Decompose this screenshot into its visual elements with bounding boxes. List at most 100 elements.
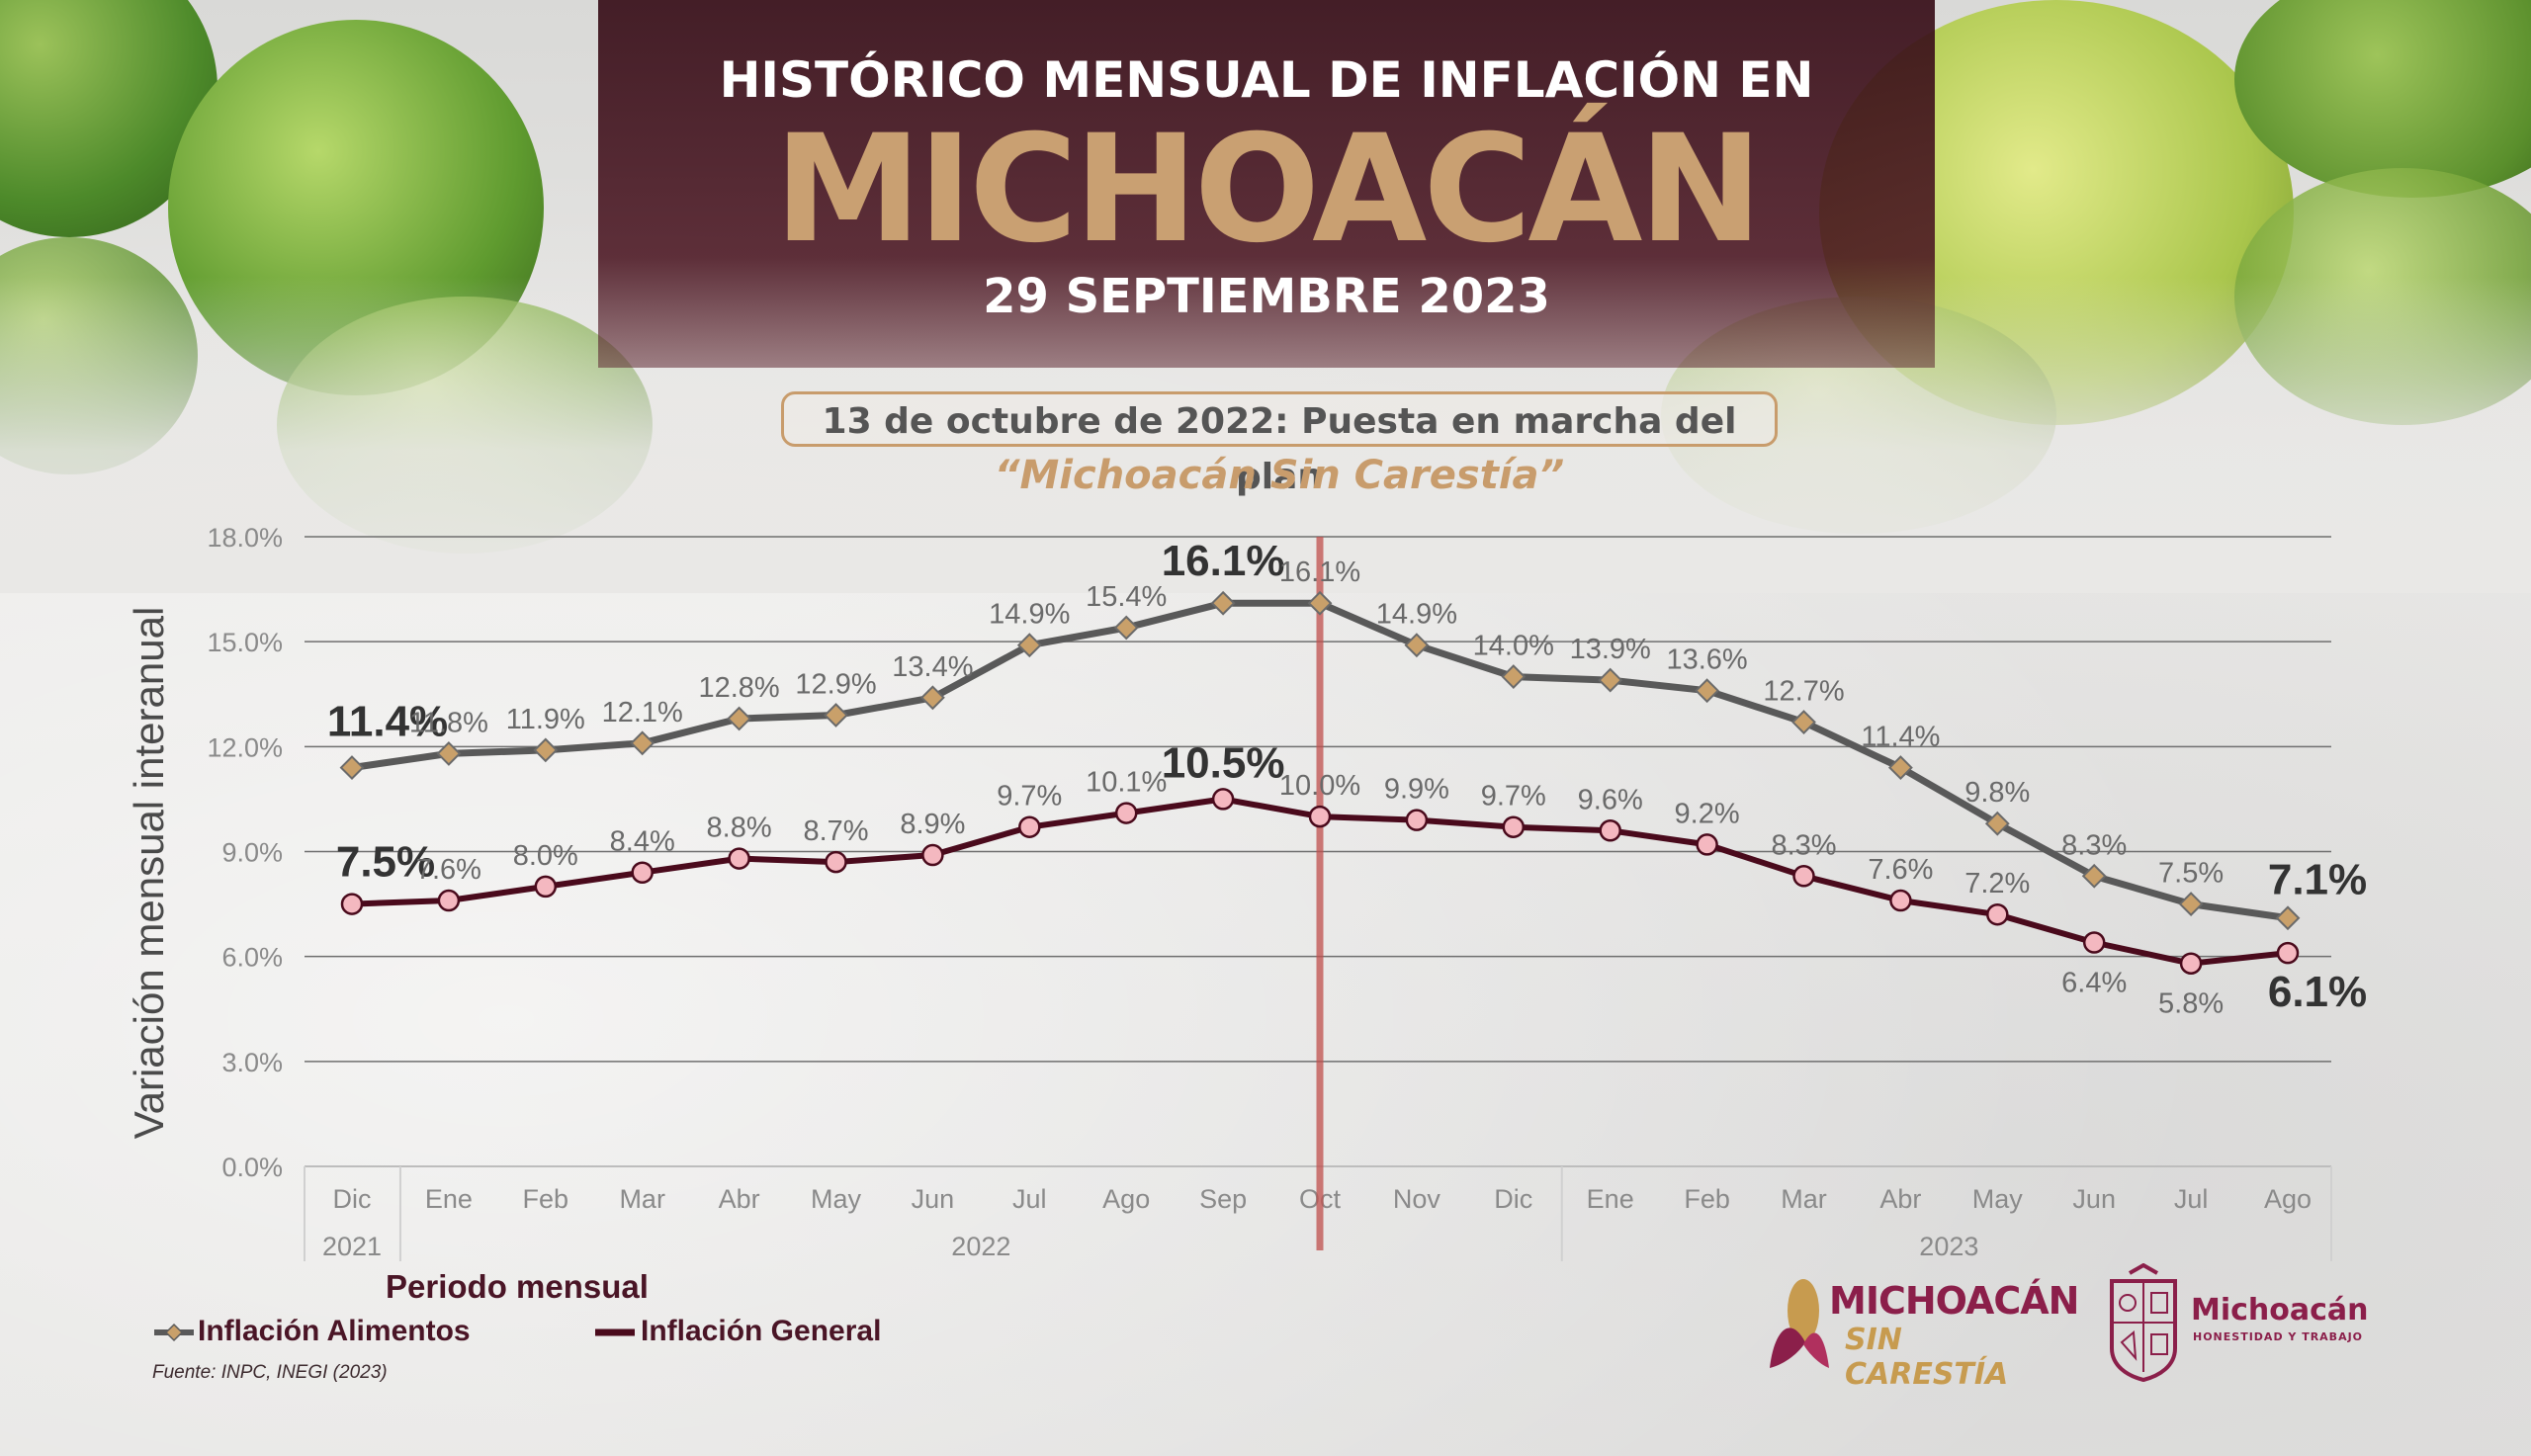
legend-general-swatch xyxy=(595,1328,635,1336)
x-tick-label: Jun xyxy=(2072,1184,2116,1214)
general-point xyxy=(1018,815,1041,838)
alimentos-point xyxy=(1404,633,1430,658)
title-panel xyxy=(598,0,1935,368)
general-data-label: 8.4% xyxy=(610,826,675,858)
alimentos-point xyxy=(630,730,655,756)
general-point xyxy=(728,847,750,870)
alimentos-point xyxy=(1307,590,1333,616)
legend-general-label: Inflación General xyxy=(641,1315,882,1347)
x-tick-label: Ene xyxy=(1587,1184,1634,1214)
series-layer xyxy=(339,590,2301,975)
y-tick-label: 12.0% xyxy=(207,732,283,762)
y-tick-label: 18.0% xyxy=(207,523,283,553)
x-tick-label: Dic xyxy=(333,1184,372,1214)
alimentos-data-label: 12.7% xyxy=(1763,676,1844,708)
general-data-label: 7.6% xyxy=(416,854,481,886)
general-data-label: 7.2% xyxy=(1964,868,2030,899)
y-tick-label: 15.0% xyxy=(207,628,283,657)
x-axis-title: Periodo mensual xyxy=(386,1268,649,1305)
x-tick-label: Mar xyxy=(1781,1184,1827,1214)
gobierno-michoacan-logo: Michoacán HONESTIDAD Y TRABAJO xyxy=(2104,1263,2381,1382)
alimentos-data-label: 13.4% xyxy=(892,651,973,683)
y-tick-label: 9.0% xyxy=(221,838,283,868)
msc-logo-word-2: SIN CARESTÍA xyxy=(1845,1323,2009,1392)
source-note: Fuente: INPC, INEGI (2023) xyxy=(152,1362,388,1383)
general-data-label-highlight: 7.5% xyxy=(336,838,435,887)
general-point xyxy=(1502,815,1526,838)
general-point xyxy=(2276,941,2300,965)
alimentos-data-label: 15.4% xyxy=(1086,581,1167,613)
alimentos-data-label: 12.8% xyxy=(698,672,779,704)
general-data-label: 6.4% xyxy=(2061,968,2127,999)
x-tick-label: Ago xyxy=(2264,1184,2312,1214)
alimentos-data-label: 12.1% xyxy=(602,697,683,728)
alimentos-point xyxy=(1501,664,1527,689)
alimentos-point xyxy=(1113,615,1139,641)
alimentos-data-label-highlight: 11.4% xyxy=(327,698,448,746)
alimentos-data-label: 12.9% xyxy=(795,668,876,700)
year-label: 2023 xyxy=(1919,1232,1978,1261)
x-tick-label: Jul xyxy=(2174,1184,2209,1214)
general-data-label: 5.8% xyxy=(2158,988,2224,1020)
general-data-label: 9.6% xyxy=(1578,784,1643,815)
general-data-label-highlight: 10.5% xyxy=(1162,738,1285,787)
general-point xyxy=(825,850,847,874)
x-tick-label: Jun xyxy=(912,1184,955,1214)
alimentos-data-label: 14.0% xyxy=(1473,631,1554,662)
x-tick-label: May xyxy=(1972,1184,2024,1214)
general-point xyxy=(1405,809,1429,831)
general-point xyxy=(921,843,944,867)
alimentos-data-label: 8.3% xyxy=(2061,829,2127,861)
alimentos-data-label: 9.8% xyxy=(1964,777,2030,809)
title-state: MICHOACÁN xyxy=(774,104,1763,276)
alimentos-data-label: 11.9% xyxy=(506,704,585,735)
alimentos-point xyxy=(1984,811,2010,836)
general-data-label: 9.7% xyxy=(997,781,1062,813)
general-data-label: 9.9% xyxy=(1384,774,1449,806)
general-point xyxy=(2179,952,2203,975)
x-tick-label: Jul xyxy=(1012,1184,1047,1214)
general-data-label: 8.3% xyxy=(1771,829,1836,861)
alimentos-data-label-highlight: 7.1% xyxy=(2268,856,2367,904)
general-data-label: 10.1% xyxy=(1086,767,1167,799)
label-layer: 11.4%11.8% 11.9% 12.1%12.8% 12.9%13.4%14.9%… xyxy=(327,537,2367,1020)
general-point xyxy=(534,875,558,899)
alimentos-point xyxy=(1887,755,1913,780)
x-tick-label: Sep xyxy=(1199,1184,1247,1214)
alimentos-point xyxy=(533,737,559,763)
msc-logo-word-1: MICHOACÁN xyxy=(1829,1279,2079,1323)
alimentos-point xyxy=(2275,905,2301,931)
y-tick-label: 0.0% xyxy=(221,1153,283,1182)
axis-layer: 0.0% 3.0% 6.0% 9.0% 12.0% 15.0% 18.0% 2021 2022 2… xyxy=(207,523,2332,1261)
title-date: 29 SEPTIEMBRE 2023 xyxy=(983,269,1550,324)
alimentos-data-label: 13.6% xyxy=(1666,644,1747,676)
y-axis-title: Variación mensual interanual xyxy=(126,607,172,1140)
x-tick-label: Dic xyxy=(1494,1184,1532,1214)
general-point xyxy=(1889,889,1912,912)
x-tick-label: Nov xyxy=(1393,1184,1441,1214)
alimentos-point xyxy=(1210,590,1236,616)
alimentos-point xyxy=(1016,633,1042,658)
y-tick-label: 6.0% xyxy=(221,943,283,973)
general-data-label: 7.6% xyxy=(1868,854,1933,886)
x-tick-label: Feb xyxy=(523,1184,569,1214)
general-data-label-highlight: 6.1% xyxy=(2268,968,2367,1016)
x-tick-label: Ene xyxy=(425,1184,473,1214)
alimentos-point xyxy=(2178,892,2204,916)
general-data-label: 8.8% xyxy=(707,813,772,844)
y-tick-label: 3.0% xyxy=(221,1048,283,1077)
general-point xyxy=(1211,788,1235,811)
general-point xyxy=(340,893,364,915)
general-point xyxy=(1696,833,1718,856)
x-tick-label: Abr xyxy=(719,1184,760,1214)
alimentos-point xyxy=(339,755,365,780)
general-point xyxy=(437,889,461,912)
general-point xyxy=(2082,931,2106,954)
michoacan-sin-carestia-logo: MICHOACÁN SIN CARESTÍA xyxy=(1760,1273,2079,1392)
alimentos-data-label-highlight: 16.1% xyxy=(1162,537,1285,585)
gov-logo-name: Michoacán xyxy=(2191,1293,2369,1328)
general-data-label: 8.7% xyxy=(803,815,868,847)
plan-name-quote: “Michoacán Sin Carestía” xyxy=(994,453,1565,498)
alimentos-point xyxy=(1695,678,1720,704)
